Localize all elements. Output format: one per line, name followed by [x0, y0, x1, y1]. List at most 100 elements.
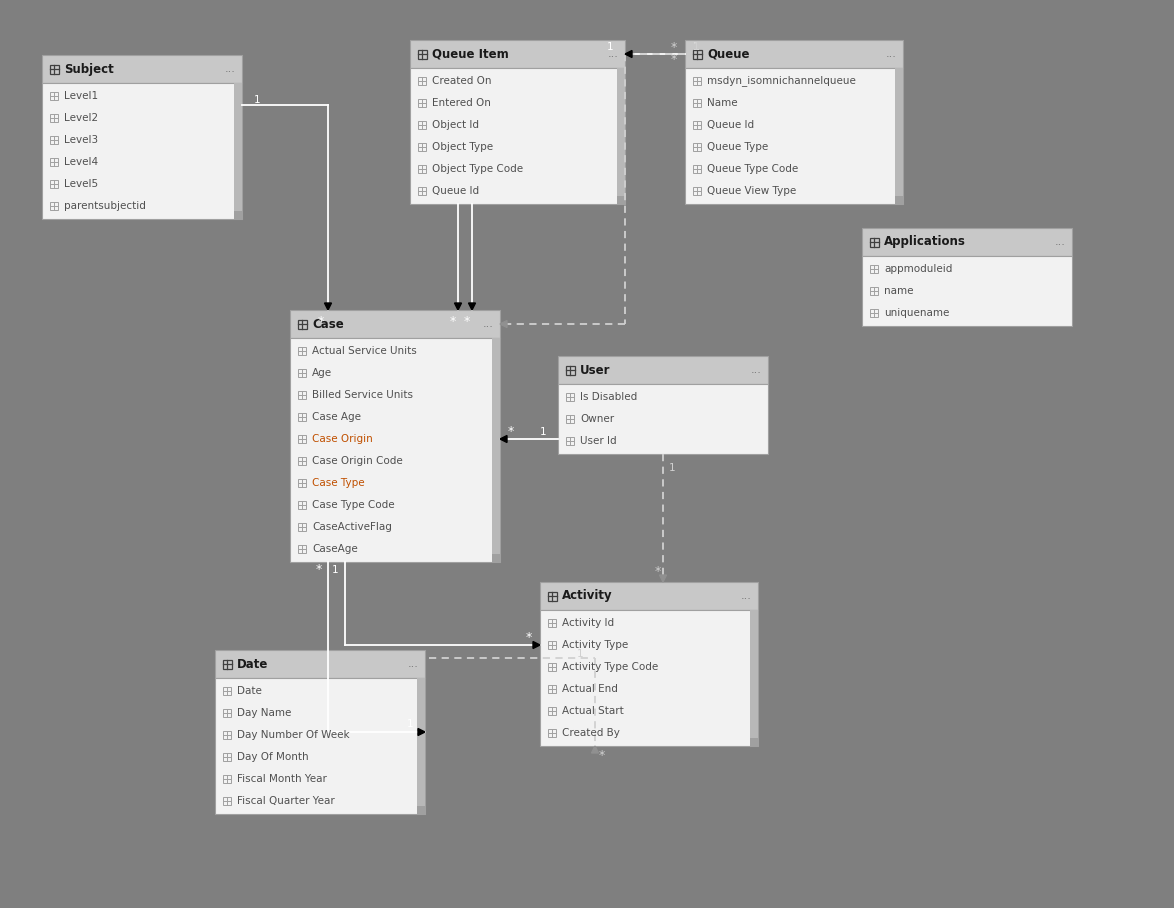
- Bar: [417, 678, 425, 814]
- Bar: [548, 685, 556, 693]
- Text: *: *: [316, 564, 322, 577]
- Text: *: *: [318, 315, 324, 329]
- Bar: [540, 582, 758, 610]
- Text: Activity: Activity: [562, 589, 613, 603]
- Bar: [693, 165, 701, 173]
- Bar: [684, 68, 903, 204]
- Text: Object Id: Object Id: [432, 120, 479, 130]
- Bar: [223, 775, 231, 783]
- Bar: [42, 55, 242, 83]
- Polygon shape: [324, 303, 331, 310]
- Bar: [50, 136, 58, 144]
- Text: Day Of Month: Day Of Month: [237, 752, 309, 762]
- Text: Fiscal Quarter Year: Fiscal Quarter Year: [237, 796, 335, 806]
- Text: Owner: Owner: [580, 414, 614, 424]
- Bar: [223, 659, 231, 668]
- Polygon shape: [500, 321, 507, 328]
- Bar: [298, 457, 306, 465]
- Text: Fiscal Month Year: Fiscal Month Year: [237, 774, 326, 784]
- Bar: [50, 158, 58, 166]
- Polygon shape: [533, 641, 540, 648]
- Bar: [223, 731, 231, 739]
- Text: ...: ...: [483, 319, 493, 329]
- Bar: [50, 180, 58, 188]
- Text: Queue Type Code: Queue Type Code: [707, 164, 798, 174]
- Text: Applications: Applications: [884, 235, 966, 249]
- Text: Activity Id: Activity Id: [562, 618, 614, 628]
- Text: Queue Type: Queue Type: [707, 142, 768, 152]
- Bar: [862, 256, 1072, 326]
- Text: Date: Date: [237, 657, 269, 670]
- Text: Case: Case: [312, 318, 344, 331]
- Bar: [418, 99, 426, 107]
- Bar: [50, 202, 58, 210]
- Text: Activity Type: Activity Type: [562, 640, 628, 650]
- Bar: [558, 384, 768, 454]
- Bar: [223, 753, 231, 761]
- Bar: [547, 591, 556, 600]
- Text: Actual Service Units: Actual Service Units: [312, 346, 417, 356]
- Text: Day Number Of Week: Day Number Of Week: [237, 730, 350, 740]
- Bar: [548, 619, 556, 627]
- Bar: [49, 64, 59, 74]
- Bar: [298, 479, 306, 487]
- Text: *: *: [672, 41, 677, 54]
- Polygon shape: [625, 51, 632, 57]
- Bar: [234, 211, 242, 219]
- Bar: [418, 50, 426, 58]
- Bar: [223, 797, 231, 805]
- Text: Queue Id: Queue Id: [707, 120, 754, 130]
- Text: Level2: Level2: [65, 113, 99, 123]
- Polygon shape: [500, 436, 507, 442]
- Text: Actual End: Actual End: [562, 684, 618, 694]
- Polygon shape: [454, 303, 461, 310]
- Text: Date: Date: [237, 686, 262, 696]
- Bar: [298, 523, 306, 531]
- Text: User Id: User Id: [580, 436, 616, 446]
- Text: 1: 1: [693, 42, 700, 52]
- Bar: [42, 83, 242, 219]
- Bar: [870, 309, 878, 317]
- Text: ...: ...: [1054, 237, 1066, 247]
- Text: 1: 1: [669, 463, 675, 473]
- Bar: [234, 83, 242, 219]
- Polygon shape: [468, 303, 475, 310]
- Bar: [750, 610, 758, 746]
- Bar: [566, 393, 574, 401]
- Text: ...: ...: [741, 591, 751, 601]
- Text: *: *: [450, 315, 457, 329]
- Text: ...: ...: [608, 49, 619, 59]
- Text: Created On: Created On: [432, 76, 492, 86]
- Bar: [618, 196, 625, 204]
- Text: Subject: Subject: [65, 63, 114, 75]
- Bar: [290, 338, 500, 562]
- Bar: [290, 310, 500, 338]
- Polygon shape: [592, 746, 599, 753]
- Bar: [566, 415, 574, 423]
- Text: Day Name: Day Name: [237, 708, 291, 718]
- Text: *: *: [464, 315, 471, 329]
- Bar: [298, 413, 306, 421]
- Bar: [693, 99, 701, 107]
- Bar: [895, 68, 903, 204]
- Bar: [418, 77, 426, 85]
- Bar: [566, 366, 574, 374]
- Bar: [540, 610, 758, 746]
- Bar: [417, 806, 425, 814]
- Bar: [548, 729, 556, 737]
- Text: 1: 1: [332, 565, 338, 575]
- Bar: [548, 707, 556, 715]
- Text: ...: ...: [407, 659, 418, 669]
- Bar: [50, 114, 58, 122]
- Text: Case Origin: Case Origin: [312, 434, 373, 444]
- Text: *: *: [655, 566, 661, 578]
- Text: Actual Start: Actual Start: [562, 706, 623, 716]
- Text: Level3: Level3: [65, 135, 99, 145]
- Text: Created By: Created By: [562, 728, 620, 738]
- Text: Name: Name: [707, 98, 737, 108]
- Text: Queue Id: Queue Id: [432, 186, 479, 196]
- Bar: [298, 391, 306, 399]
- Bar: [684, 40, 903, 68]
- Polygon shape: [660, 575, 667, 582]
- Text: ...: ...: [885, 49, 897, 59]
